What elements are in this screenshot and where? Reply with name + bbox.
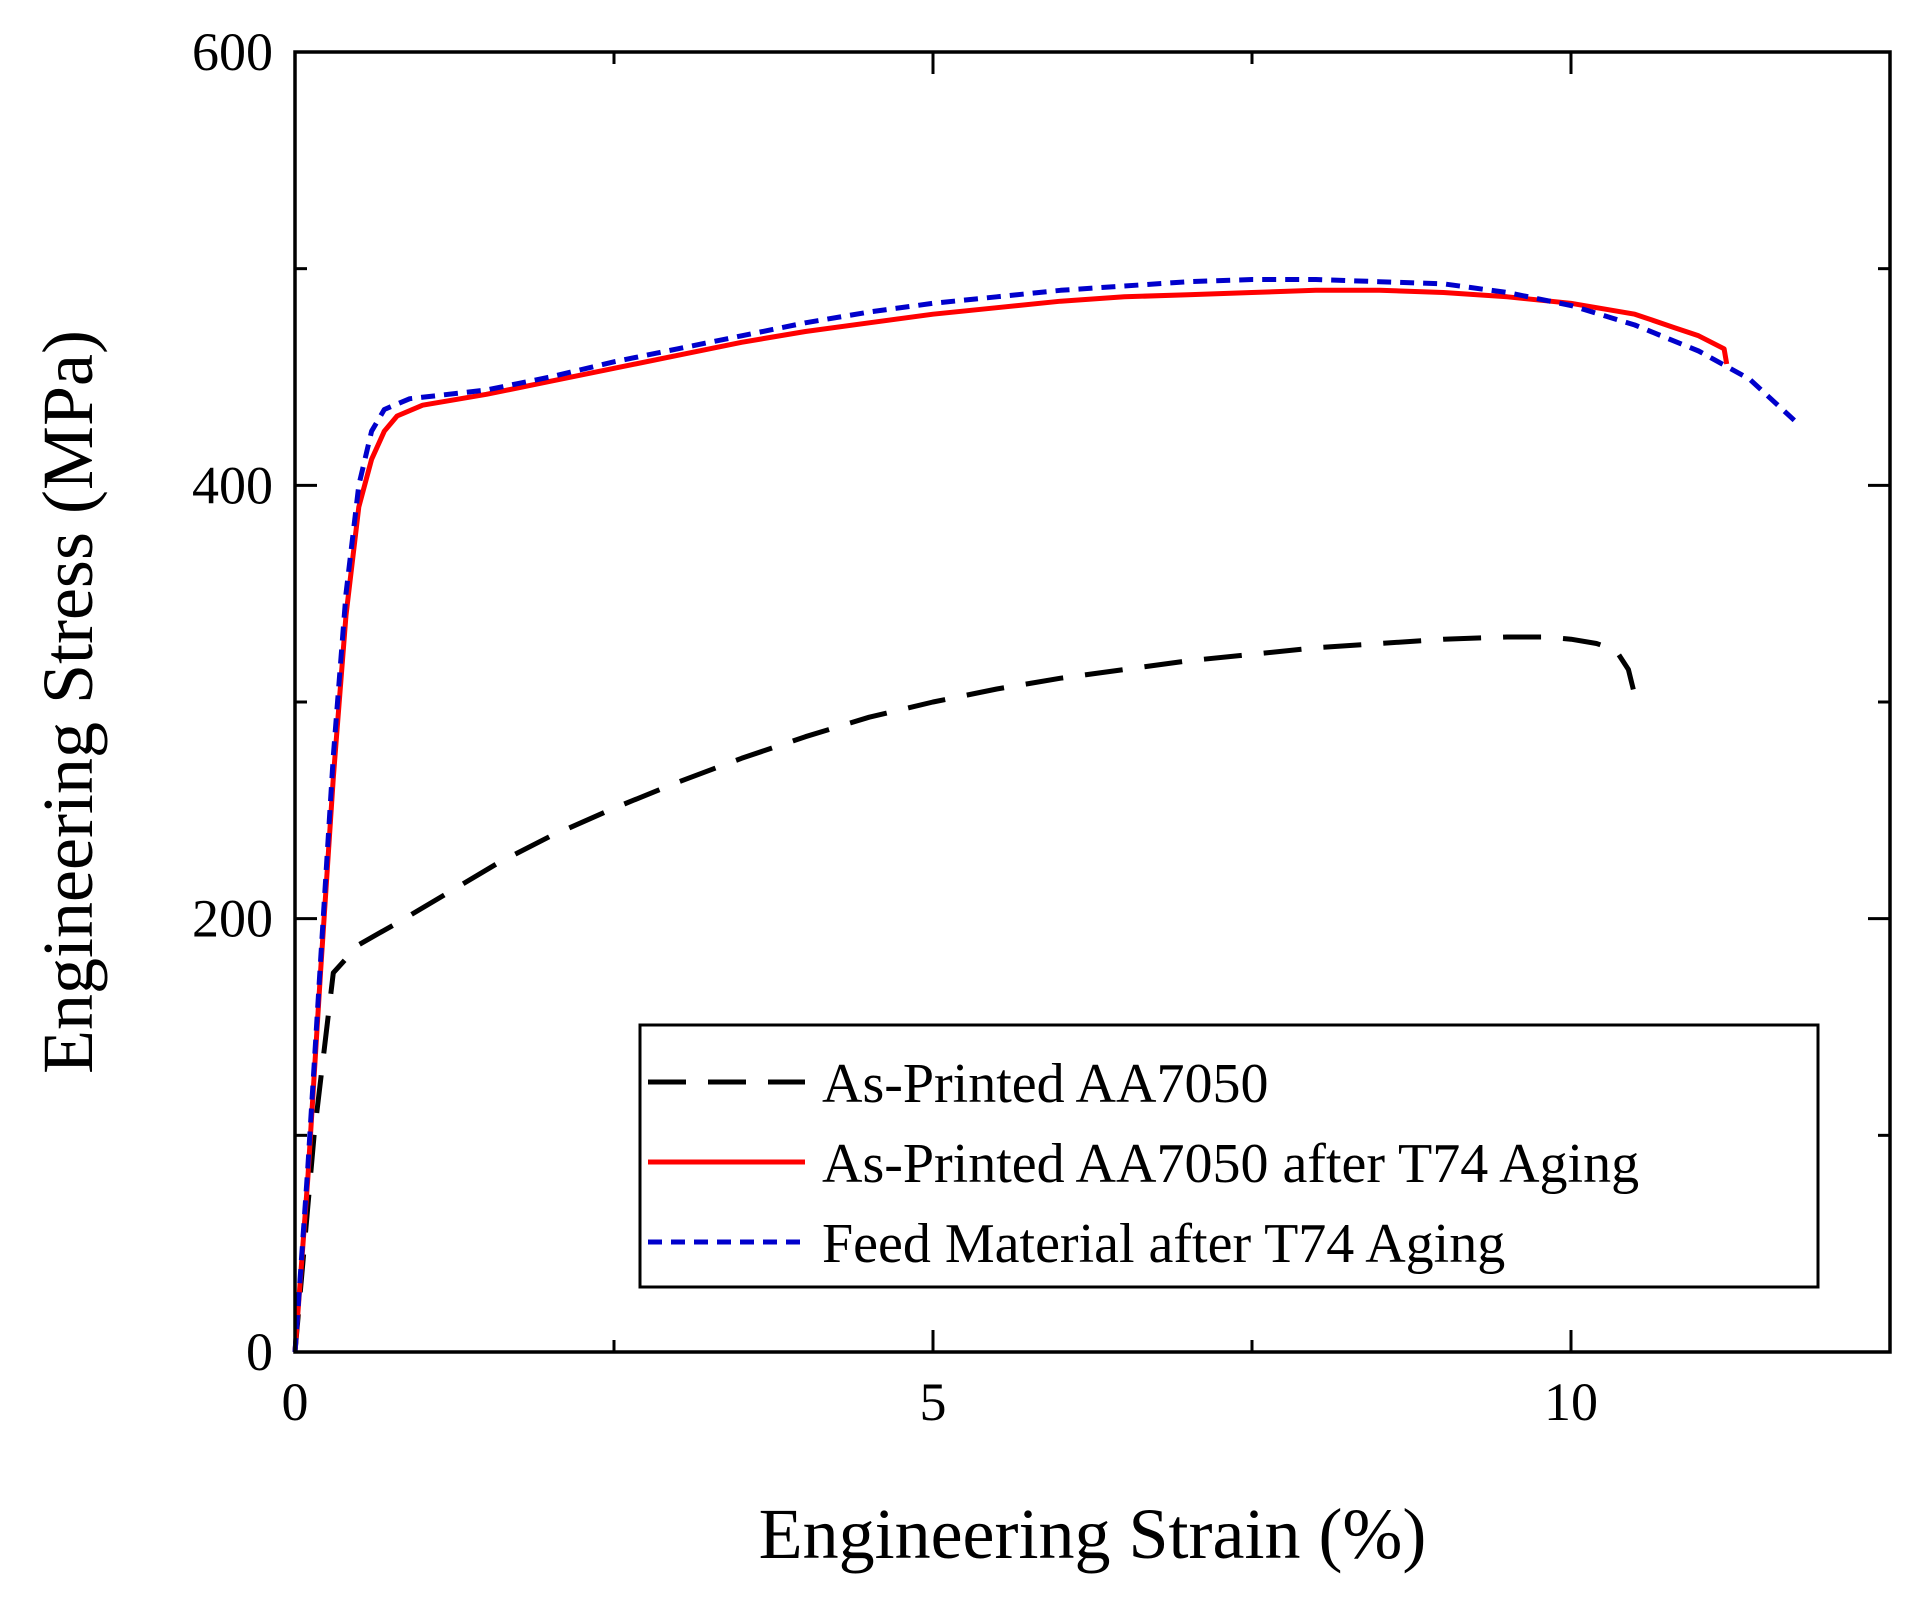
series-curves xyxy=(292,277,1796,1353)
x-tick-label: 0 xyxy=(282,1372,309,1432)
x-tick-label: 5 xyxy=(920,1372,947,1432)
series-line-1 xyxy=(292,634,1638,1353)
legend: As-Printed AA7050 As-Printed AA7050 after… xyxy=(638,1023,1820,1289)
legend-label-1: As-Printed AA7050 xyxy=(822,1053,1268,1115)
y-tick-label: 600 xyxy=(192,22,273,82)
legend-box xyxy=(638,1023,1820,1289)
y-tick-label: 200 xyxy=(192,889,273,949)
plot-frame xyxy=(293,50,1892,1354)
x-tick-label: 10 xyxy=(1544,1372,1598,1432)
y-tick-label: 0 xyxy=(246,1322,273,1382)
tick-labels: 0 5 10 0 200 400 600 xyxy=(192,22,1598,1432)
legend-label-2: As-Printed AA7050 after T74 Aging xyxy=(822,1133,1639,1195)
y-axis-label: Engineering Stress (MPa) xyxy=(28,330,108,1074)
legend-label-3: Feed Material after T74 Aging xyxy=(822,1213,1505,1275)
y-tick-label: 400 xyxy=(192,455,273,515)
x-axis-label: Engineering Strain (%) xyxy=(759,1494,1427,1574)
